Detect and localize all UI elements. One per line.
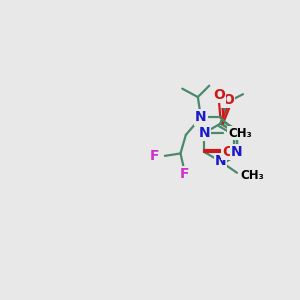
Text: N: N (198, 126, 210, 140)
Text: N: N (231, 145, 243, 159)
Text: O: O (222, 93, 234, 106)
Text: CH₃: CH₃ (228, 127, 252, 140)
Text: CH₃: CH₃ (240, 169, 264, 182)
Text: O: O (222, 145, 234, 159)
Text: O: O (213, 88, 225, 102)
Text: N: N (215, 154, 226, 168)
Text: F: F (150, 149, 160, 163)
Text: F: F (179, 167, 189, 182)
Text: N: N (195, 110, 207, 124)
